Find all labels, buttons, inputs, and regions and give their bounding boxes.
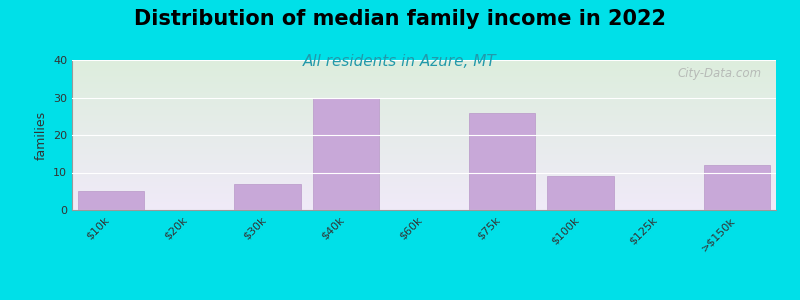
Bar [547, 176, 614, 210]
Bar [78, 191, 144, 210]
Bar [704, 165, 770, 210]
Bar [469, 112, 535, 210]
Text: Distribution of median family income in 2022: Distribution of median family income in … [134, 9, 666, 29]
Bar [313, 98, 379, 210]
Y-axis label: families: families [34, 110, 47, 160]
Text: All residents in Azure, MT: All residents in Azure, MT [303, 54, 497, 69]
Bar [234, 184, 301, 210]
Text: City-Data.com: City-Data.com [678, 68, 762, 80]
